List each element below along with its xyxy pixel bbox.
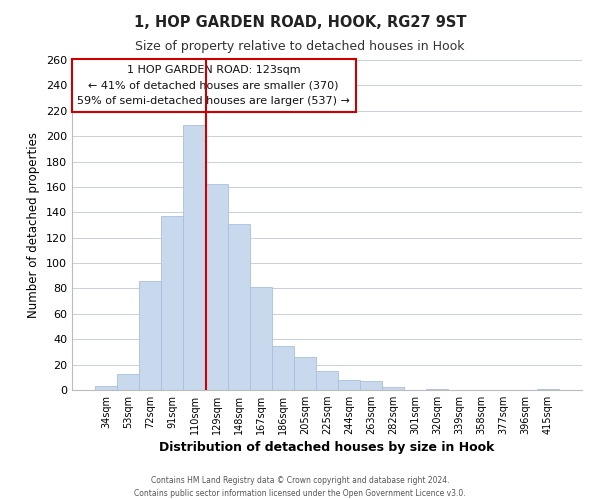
Bar [316, 371, 338, 390]
Text: Size of property relative to detached houses in Hook: Size of property relative to detached ho… [135, 40, 465, 53]
Bar [139, 281, 161, 390]
Bar [427, 388, 448, 390]
Bar [338, 380, 360, 390]
Bar [272, 346, 294, 390]
Bar [294, 357, 316, 390]
Y-axis label: Number of detached properties: Number of detached properties [28, 132, 40, 318]
Bar [95, 386, 117, 390]
Bar [161, 216, 184, 390]
Bar [250, 287, 272, 390]
Bar [117, 374, 139, 390]
Text: 1, HOP GARDEN ROAD, HOOK, RG27 9ST: 1, HOP GARDEN ROAD, HOOK, RG27 9ST [134, 15, 466, 30]
Bar [184, 124, 206, 390]
Bar [382, 388, 404, 390]
X-axis label: Distribution of detached houses by size in Hook: Distribution of detached houses by size … [160, 442, 494, 454]
Bar [537, 388, 559, 390]
Bar [206, 184, 227, 390]
Text: 1 HOP GARDEN ROAD: 123sqm
← 41% of detached houses are smaller (370)
59% of semi: 1 HOP GARDEN ROAD: 123sqm ← 41% of detac… [77, 65, 350, 106]
Text: Contains HM Land Registry data © Crown copyright and database right 2024.
Contai: Contains HM Land Registry data © Crown c… [134, 476, 466, 498]
Bar [360, 381, 382, 390]
Bar [227, 224, 250, 390]
